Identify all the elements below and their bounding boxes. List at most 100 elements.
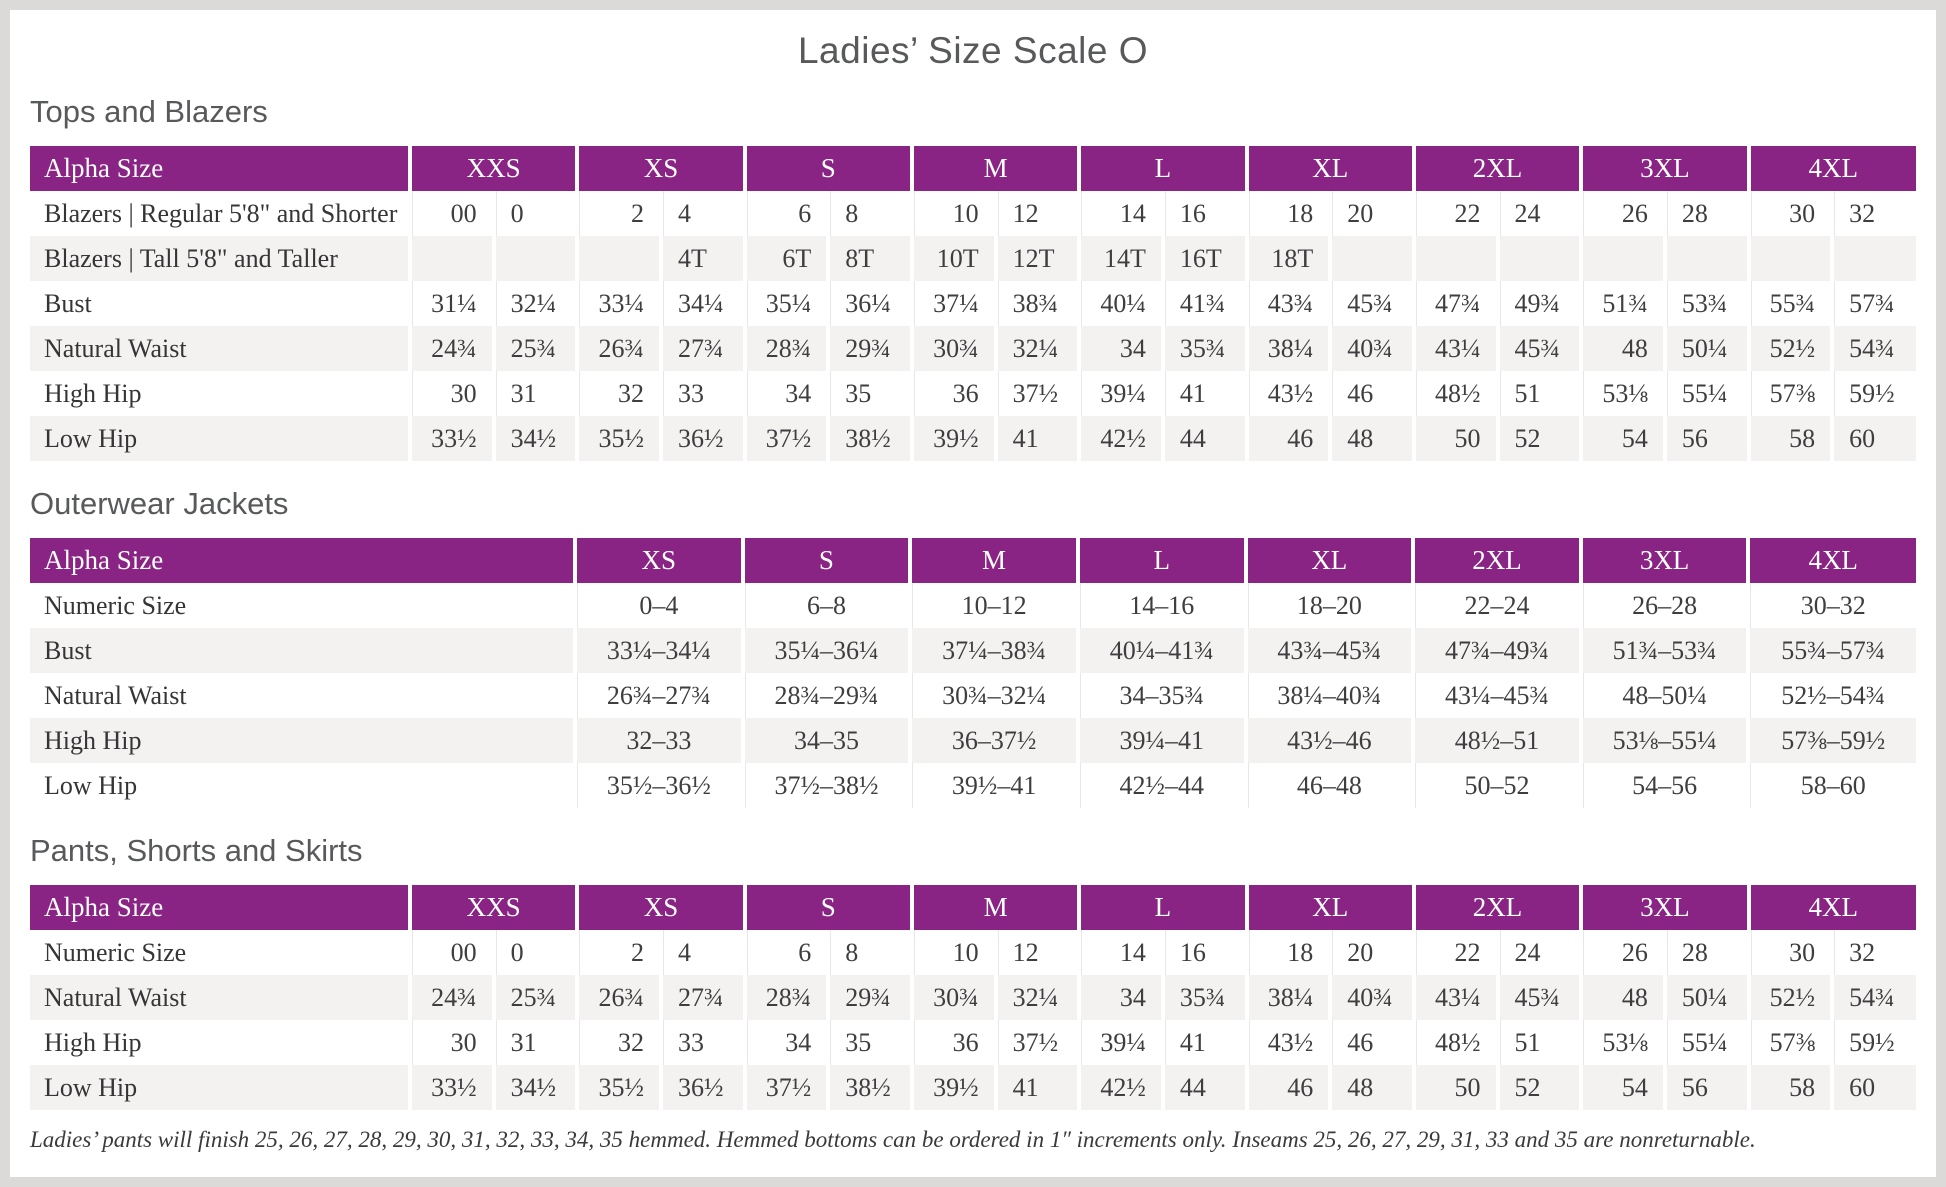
size-value-cell: 48 [1579, 975, 1665, 1020]
table-row: Natural Waist 24¾ 25¾ 26¾ 27¾ 28¾ 29¾ 30¾ 32¼ 34 3… [30, 326, 1916, 371]
size-value-cell: 50¼ [1662, 326, 1749, 371]
table-row: Low Hip 33½ 34½ 35½ 36½ 37½ 38½ 39½ 41 42½ 44 46 48 5… [30, 416, 1916, 461]
alpha-size-header: Alpha Size [30, 538, 575, 583]
size-value-cell: 0 [491, 191, 578, 236]
size-value-cell: 40¾ [1328, 975, 1414, 1020]
size-value-cell: 43½–46 [1243, 718, 1414, 763]
size-value-cell: 55¼ [1662, 371, 1749, 416]
size-value-cell: 31 [491, 1020, 578, 1065]
size-value-cell: 48 [1579, 326, 1665, 371]
size-value-cell [1328, 236, 1414, 281]
size-value-cell: 41 [1160, 1020, 1247, 1065]
size-column-header: XS [575, 885, 745, 930]
row-label: High Hip [44, 1027, 142, 1057]
size-value-cell: 33 [658, 371, 745, 416]
size-value-cell: 27¾ [658, 326, 745, 371]
table-row: High Hip 30 31 32 33 34 35 36 37½ 39¼ 41 43½ 46 48½ 51… [30, 1020, 1916, 1065]
size-value-cell: 58 [1746, 1065, 1833, 1110]
table-row: High Hip 30 31 32 33 34 35 36 37½ 39¼ 41 43½ 46 48½ 51… [30, 371, 1916, 416]
size-value-cell: 33 [658, 1020, 745, 1065]
size-value-cell: 37½ [993, 371, 1080, 416]
size-value-cell: 51 [1495, 1020, 1582, 1065]
size-value-cell: 35½–36½ [573, 763, 743, 808]
size-value-cell: 32 [575, 1020, 661, 1065]
row-label: Numeric Size [44, 590, 187, 620]
size-value-cell: 57¾ [1830, 281, 1916, 326]
size-value-cell: 26¾ [575, 975, 661, 1020]
page: Ladies’ Size Scale O Tops and Blazers Al… [10, 10, 1936, 1177]
size-value-cell: 33¼ [575, 281, 661, 326]
size-value-cell: 59½ [1830, 1020, 1916, 1065]
size-value-cell: 30 [1746, 930, 1833, 975]
table-row: Natural Waist 24¾ 25¾ 26¾ 27¾ 28¾ 29¾ 30¾ 32¼ 34 3… [30, 975, 1916, 1020]
size-value-cell: 12 [993, 930, 1080, 975]
size-value-cell: 10 [909, 930, 996, 975]
size-value-cell: 4T [658, 236, 745, 281]
size-value-cell: 22–24 [1411, 583, 1581, 628]
row-label: High Hip [30, 718, 575, 763]
size-value-cell: 32¼ [993, 326, 1080, 371]
size-value-cell: 38¼ [1244, 326, 1331, 371]
table-row: Numeric Size 0–4 6–8 10–12 14–16 18–20 22–24 26… [30, 583, 1916, 628]
size-value-cell: 30¾–32¼ [908, 673, 1078, 718]
section-outerwear-jackets: Outerwear Jackets Alpha Size XS S M L XL 2XL 3X… [30, 484, 1916, 808]
size-value-cell: 58–60 [1746, 763, 1916, 808]
size-value-cell: 60 [1830, 416, 1916, 461]
size-value-cell: 49¾ [1495, 281, 1582, 326]
size-column-header: XL [1244, 146, 1414, 191]
size-value-cell: 33¼–34¼ [573, 628, 743, 673]
size-header-row: Alpha Size XS S M L XL 2XL 3XL 4XL [30, 538, 1916, 583]
size-value-cell: 48½ [1411, 1020, 1498, 1065]
size-value-cell [1411, 236, 1498, 281]
size-value-cell: 30¾ [909, 326, 996, 371]
size-value-cell: 6T [742, 236, 829, 281]
row-label: Low Hip [44, 770, 138, 800]
size-value-cell: 40¼ [1077, 281, 1163, 326]
size-value-cell: 16 [1160, 930, 1247, 975]
hemming-footnote: Ladies’ pants will finish 25, 26, 27, 28… [30, 1127, 1756, 1152]
size-value-cell: 48–50¼ [1578, 673, 1749, 718]
size-value-cell: 10 [909, 191, 996, 236]
size-value-cell: 39½ [909, 416, 996, 461]
size-value-cell: 4 [658, 191, 745, 236]
size-value-cell: 38¼–40¾ [1243, 673, 1414, 718]
size-value-cell: 60 [1830, 1065, 1916, 1110]
size-value-cell: 39¼ [1077, 1020, 1163, 1065]
size-value-cell: 29¾ [826, 975, 912, 1020]
size-value-cell: 41¾ [1160, 281, 1247, 326]
size-value-cell: 51¾ [1579, 281, 1665, 326]
size-value-cell: 32 [1830, 930, 1916, 975]
row-label: Blazers | Regular 5'8" and Shorter [44, 198, 398, 228]
size-value-cell: 33½ [408, 416, 494, 461]
size-value-cell: 53⅛ [1579, 371, 1665, 416]
section-pants-shorts-skirts: Pants, Shorts and Skirts Alpha Size XXS XS… [30, 831, 1916, 1110]
size-value-cell: 14 [1077, 930, 1163, 975]
size-value-cell: 52½ [1746, 326, 1833, 371]
size-column-header: XXS [407, 146, 578, 191]
size-value-cell: 47¾ [1411, 281, 1498, 326]
size-value-cell: 53⅛–55¼ [1578, 718, 1749, 763]
size-column-header: 4XL [1746, 885, 1916, 930]
size-value-cell: 6 [742, 930, 829, 975]
size-value-cell: 54–56 [1578, 763, 1749, 808]
size-column-header: M [909, 885, 1080, 930]
size-value-cell: 35¼ [742, 281, 829, 326]
size-value-cell: 10T [909, 236, 996, 281]
size-column-header: L [1075, 538, 1246, 583]
size-value-cell [1495, 236, 1582, 281]
size-column-header: M [908, 538, 1078, 583]
size-value-cell: 25¾ [491, 975, 578, 1020]
size-value-cell: 50¼ [1662, 975, 1749, 1020]
size-value-cell: 35½ [575, 1065, 661, 1110]
size-value-cell: 25¾ [491, 326, 578, 371]
size-value-cell: 24 [1495, 930, 1582, 975]
size-column-header: XL [1244, 885, 1414, 930]
size-value-cell: 53⅛ [1579, 1020, 1665, 1065]
size-value-cell: 46 [1244, 1065, 1331, 1110]
size-value-cell: 31¼ [408, 281, 494, 326]
size-value-cell: 12T [993, 236, 1080, 281]
size-value-cell: 54¾ [1830, 326, 1916, 371]
size-value-cell: 14–16 [1075, 583, 1246, 628]
size-value-cell: 51¾–53¾ [1578, 628, 1749, 673]
size-value-cell: 48½ [1411, 371, 1498, 416]
